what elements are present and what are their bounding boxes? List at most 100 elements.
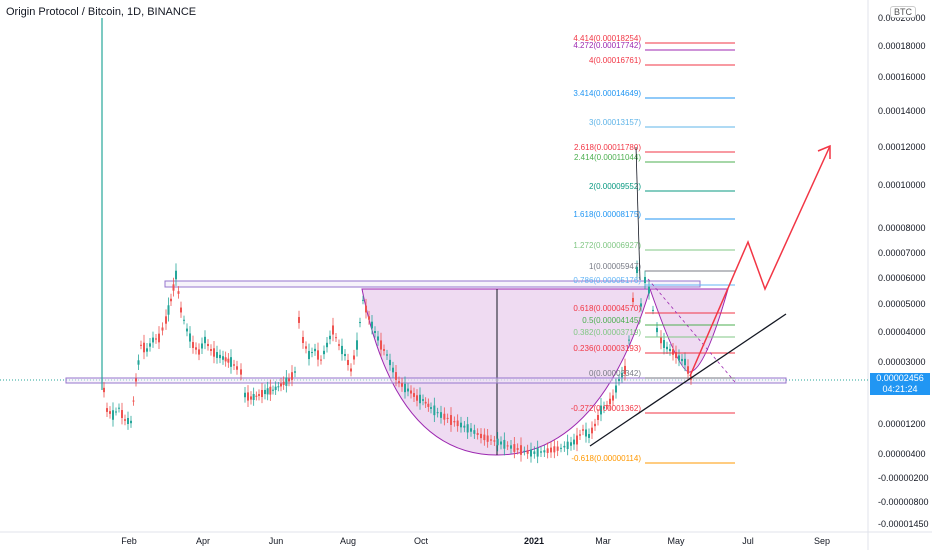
fib-level-label: 0(0.00002342) bbox=[589, 369, 641, 378]
candle-body bbox=[570, 442, 572, 446]
candle-body bbox=[329, 335, 331, 340]
candle-body bbox=[177, 291, 180, 294]
candle-body bbox=[536, 448, 539, 457]
candle-body bbox=[513, 444, 516, 452]
candle-body bbox=[453, 421, 456, 423]
projection-arrow bbox=[689, 145, 831, 377]
candle-body bbox=[311, 352, 313, 354]
candle-body bbox=[210, 349, 212, 351]
candle-body bbox=[121, 410, 123, 418]
x-tick-label: Jul bbox=[742, 536, 754, 546]
x-tick-label: Sep bbox=[814, 536, 830, 546]
fib-level-label: -0.272(0.00001362) bbox=[571, 404, 642, 413]
y-tick-label: 0.00004000 bbox=[878, 327, 926, 337]
candle-body bbox=[365, 305, 367, 313]
candle-body bbox=[207, 343, 209, 347]
candle-body bbox=[359, 322, 361, 324]
candle-body bbox=[687, 366, 689, 374]
candle-body bbox=[192, 342, 194, 348]
candle-body bbox=[463, 425, 466, 428]
candle-body bbox=[422, 399, 424, 401]
candle-body bbox=[264, 389, 266, 395]
candle-body bbox=[219, 354, 221, 359]
currency-badge[interactable]: BTC bbox=[890, 6, 916, 18]
candle-body bbox=[395, 372, 397, 380]
candle-body bbox=[149, 343, 151, 347]
candle-body bbox=[269, 386, 272, 395]
candle-body bbox=[240, 369, 242, 375]
candle-body bbox=[618, 379, 620, 381]
candle-body bbox=[533, 451, 536, 454]
candle-body bbox=[252, 394, 255, 400]
candle-body bbox=[632, 297, 634, 303]
candle-body bbox=[314, 348, 316, 352]
fibonacci-extension: 4.414(0.00018254)4.272(0.00017742) 4(0.00… bbox=[571, 34, 735, 464]
candle-body bbox=[341, 345, 343, 355]
candle-body bbox=[103, 387, 105, 393]
candle-body bbox=[419, 394, 421, 404]
candle-body bbox=[155, 338, 157, 340]
candle-body bbox=[167, 305, 170, 315]
candle-body bbox=[456, 420, 459, 427]
candle-body bbox=[550, 447, 552, 453]
candle-body bbox=[603, 406, 605, 409]
candle-body bbox=[152, 337, 154, 343]
candle-body bbox=[350, 368, 352, 372]
candle-body bbox=[413, 393, 415, 397]
candle-body bbox=[516, 448, 519, 450]
y-tick-label: 0.00014000 bbox=[878, 106, 926, 116]
current-price-value: 0.00002456 bbox=[876, 373, 924, 383]
fib-level-label: 1.272(0.00006927) bbox=[573, 241, 641, 250]
candle-body bbox=[368, 316, 370, 320]
candle-body bbox=[326, 342, 328, 348]
candle-body bbox=[158, 333, 160, 343]
y-tick-label: -0.00001450 bbox=[878, 519, 929, 529]
candle-body bbox=[404, 383, 406, 393]
fib-level-label: 0.5(0.00004145) bbox=[582, 316, 641, 325]
candle-body bbox=[483, 434, 486, 441]
x-tick-label: Oct bbox=[414, 536, 429, 546]
candle-body bbox=[591, 427, 593, 434]
candle-body bbox=[356, 340, 358, 350]
candle-body bbox=[678, 355, 680, 361]
candle-body bbox=[255, 395, 258, 397]
candle-body bbox=[496, 438, 499, 446]
candle-body bbox=[473, 430, 476, 434]
candle-body bbox=[585, 429, 587, 437]
candle-body bbox=[644, 276, 646, 284]
candle-body bbox=[526, 450, 529, 454]
candle-body bbox=[280, 383, 282, 387]
candle-body bbox=[543, 450, 546, 453]
fib-level-label: 1.618(0.00008175) bbox=[573, 210, 641, 219]
candle-body bbox=[612, 395, 614, 401]
y-tick-label: -0.00000200 bbox=[878, 473, 929, 483]
candle-body bbox=[540, 451, 542, 453]
candle-body bbox=[669, 348, 671, 352]
candle-body bbox=[294, 371, 296, 373]
y-tick-label: 0.00008000 bbox=[878, 223, 926, 233]
candle-body bbox=[298, 317, 300, 323]
fib-level-label: 2.618(0.00011780) bbox=[574, 143, 641, 152]
candle-body bbox=[201, 343, 203, 349]
candle-body bbox=[640, 303, 642, 307]
candle-body bbox=[224, 357, 227, 362]
fib-level-label: 2(0.00009552) bbox=[589, 182, 641, 191]
candle-body bbox=[127, 417, 129, 425]
candle-body bbox=[506, 445, 509, 447]
x-tick-label: Jun bbox=[269, 536, 284, 546]
candle-body bbox=[440, 412, 442, 418]
fib-level-label: 0.618(0.00004570) bbox=[573, 304, 641, 313]
candle-body bbox=[277, 386, 280, 388]
y-tick-label: 0.00005000 bbox=[878, 299, 926, 309]
fib-connector bbox=[647, 278, 736, 383]
candle-body bbox=[563, 445, 566, 448]
candle-body bbox=[112, 410, 114, 420]
candle-body bbox=[172, 284, 175, 291]
candle-body bbox=[165, 316, 167, 324]
candle-body bbox=[652, 309, 654, 311]
y-tick-label: 0.00001200 bbox=[878, 419, 926, 429]
candle-body bbox=[204, 336, 206, 344]
y-tick-label: 0.00006000 bbox=[878, 273, 926, 283]
candle-body bbox=[180, 307, 182, 313]
